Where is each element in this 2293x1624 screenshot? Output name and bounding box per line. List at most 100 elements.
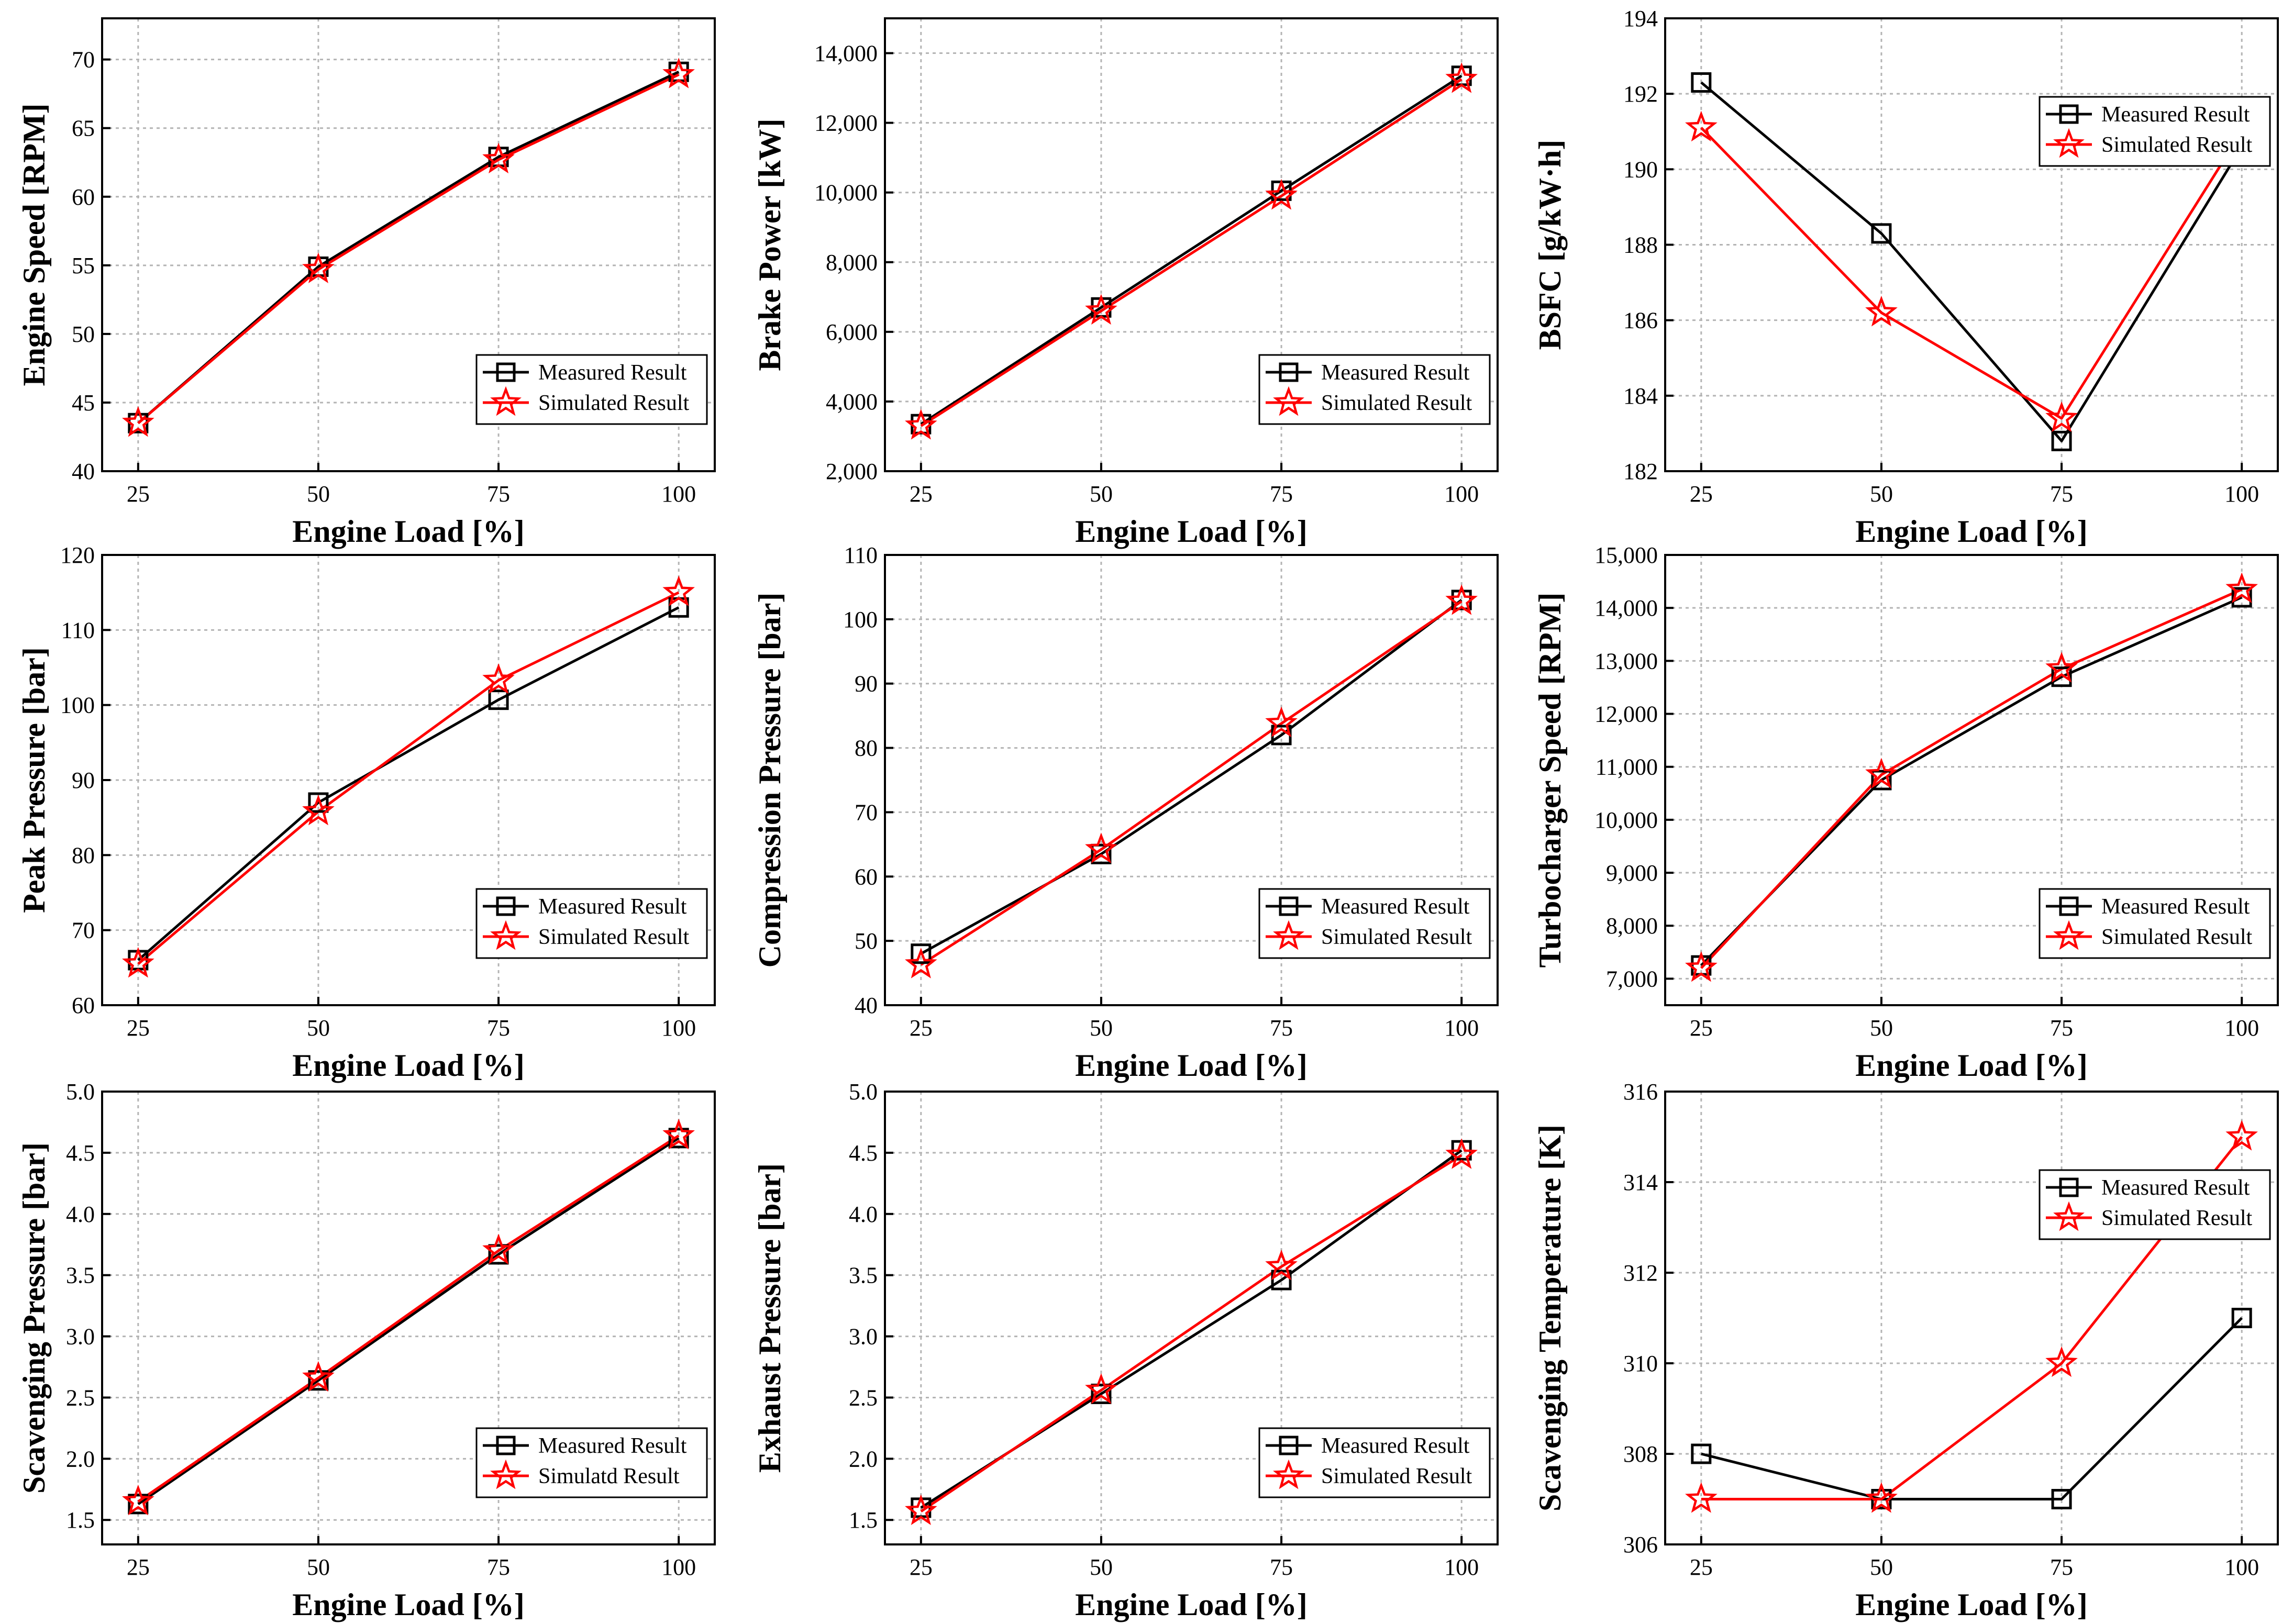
measured-data-point bbox=[128, 1494, 149, 1515]
legend-label: Simulated Result bbox=[2101, 1206, 2252, 1230]
x-tick-label: 50 bbox=[1870, 1554, 1893, 1580]
x-tick-label: 75 bbox=[487, 481, 510, 507]
x-axis-label: Engine Load [%] bbox=[292, 1048, 524, 1083]
x-tick-label: 75 bbox=[2050, 1554, 2073, 1580]
legend-star-marker bbox=[1273, 386, 1304, 416]
y-tick-label: 110 bbox=[61, 617, 95, 643]
y-tick-label: 10,000 bbox=[1594, 807, 1658, 833]
x-tick-label: 25 bbox=[910, 481, 933, 507]
measured-data-point bbox=[1871, 223, 1892, 244]
simulated-data-point bbox=[1085, 1373, 1117, 1404]
legend-star-marker bbox=[490, 920, 522, 950]
legend-label: Measured Result bbox=[538, 1434, 687, 1458]
y-tick-label: 5.0 bbox=[66, 1079, 95, 1105]
y-tick-label: 188 bbox=[1623, 232, 1658, 258]
simulated-series-line bbox=[1700, 588, 2243, 969]
legend: Measured Result Simulated Result bbox=[1258, 354, 1491, 425]
y-tick-label: 110 bbox=[844, 542, 878, 568]
y-tick-label: 70 bbox=[72, 47, 95, 73]
x-tick-label: 100 bbox=[1444, 1554, 1479, 1580]
x-tick-label: 75 bbox=[487, 1554, 510, 1580]
simulated-data-point bbox=[1445, 62, 1478, 93]
simulated-data-point bbox=[482, 142, 515, 174]
legend: Measured Result Simulated Result bbox=[1258, 888, 1491, 959]
simulated-series-line bbox=[137, 73, 680, 425]
y-tick-label: 2.0 bbox=[66, 1446, 95, 1472]
simulated-data-point bbox=[1085, 832, 1117, 863]
measured-series-line bbox=[137, 606, 680, 961]
y-tick-label: 194 bbox=[1623, 6, 1658, 31]
y-tick-label: 5.0 bbox=[849, 1079, 878, 1105]
x-tick-label: 25 bbox=[127, 1015, 150, 1041]
y-tick-label: 90 bbox=[72, 767, 95, 793]
y-tick-label: 312 bbox=[1623, 1260, 1658, 1286]
simulated-data-point bbox=[2225, 1120, 2258, 1151]
y-tick-label: 310 bbox=[1623, 1351, 1658, 1376]
legend-square-marker bbox=[1279, 1436, 1299, 1455]
y-tick-label: 100 bbox=[843, 607, 878, 632]
simulated-data-point bbox=[302, 794, 335, 826]
x-tick-label: 100 bbox=[2224, 481, 2259, 507]
x-tick-label: 25 bbox=[910, 1554, 933, 1580]
simulated-data-point bbox=[662, 575, 695, 606]
y-tick-label: 9,000 bbox=[1606, 860, 1658, 886]
measured-data-point bbox=[488, 1244, 509, 1265]
legend-label: Measured Result bbox=[1321, 895, 1470, 919]
legend-label: Measured Result bbox=[2101, 895, 2250, 919]
x-tick-label: 100 bbox=[2224, 1015, 2259, 1041]
legend-label: Simulated Result bbox=[1321, 1464, 1472, 1488]
measured-data-point bbox=[668, 1128, 689, 1149]
measured-data-point bbox=[1691, 72, 1712, 93]
legend-square-marker bbox=[1279, 896, 1299, 916]
x-tick-label: 25 bbox=[127, 481, 150, 507]
measured-data-point bbox=[2051, 1489, 2072, 1509]
y-tick-label: 13,000 bbox=[1594, 648, 1658, 674]
x-tick-label: 50 bbox=[307, 1015, 330, 1041]
simulated-data-point bbox=[1085, 294, 1117, 325]
simulated-data-point bbox=[482, 663, 515, 694]
measured-series-line bbox=[920, 598, 1463, 955]
y-tick-label: 55 bbox=[72, 253, 95, 279]
measured-series-line bbox=[1701, 1317, 2243, 1500]
x-tick-label: 75 bbox=[1270, 481, 1293, 507]
simulated-data-point bbox=[122, 406, 154, 437]
plot-frame bbox=[101, 17, 716, 472]
simulated-series-line bbox=[1700, 127, 2243, 420]
simulated-data-point bbox=[122, 947, 154, 978]
x-tick-label: 25 bbox=[1690, 481, 1713, 507]
x-tick-label: 75 bbox=[2050, 481, 2073, 507]
y-tick-label: 100 bbox=[60, 693, 95, 718]
simulated-data-point bbox=[2045, 1346, 2078, 1377]
x-axis-label: Engine Load [%] bbox=[1075, 514, 1307, 549]
measured-series-line bbox=[920, 74, 1463, 426]
legend-label: Simulated Result bbox=[1321, 925, 1472, 949]
y-tick-label: 70 bbox=[855, 799, 878, 825]
y-tick-label: 3.5 bbox=[66, 1263, 95, 1288]
measured-series-line bbox=[1700, 81, 2243, 442]
legend-label: Simulated Result bbox=[1321, 391, 1472, 415]
y-tick-label: 7,000 bbox=[1606, 966, 1658, 992]
legend: Measured Result Simulatd Result bbox=[475, 1427, 708, 1498]
chart-panel-7: 25 50 75 100 1.5 2.0 2.5 3.0 3.5 4.0 4.5 5.0 Engine … bbox=[17, 1079, 716, 1622]
simulated-series-line bbox=[920, 1154, 1463, 1512]
y-tick-label: 316 bbox=[1623, 1079, 1658, 1105]
y-tick-label: 15,000 bbox=[1594, 542, 1658, 568]
legend-label: Measured Result bbox=[538, 895, 687, 919]
simulated-data-point bbox=[2045, 652, 2078, 683]
plot-frame bbox=[884, 17, 1499, 472]
simulated-data-point bbox=[302, 1361, 335, 1392]
y-tick-label: 2.5 bbox=[849, 1385, 878, 1410]
y-tick-label: 45 bbox=[72, 390, 95, 416]
simulated-data-point bbox=[1865, 758, 1898, 789]
legend: Measured Result Simulated Result bbox=[2039, 1169, 2271, 1240]
chart-panel-4: 25 50 75 100 60 70 80 90 100 110 120 Engine Load [%… bbox=[17, 542, 716, 1083]
legend-label: Measured Result bbox=[2101, 1176, 2250, 1200]
simulated-data-point bbox=[1445, 584, 1478, 615]
legend-label: Simulated Result bbox=[538, 925, 689, 949]
y-tick-label: 184 bbox=[1623, 383, 1658, 409]
x-tick-label: 50 bbox=[307, 1554, 330, 1580]
y-tick-label: 40 bbox=[72, 459, 95, 484]
measured-data-point bbox=[308, 792, 329, 813]
y-tick-label: 2.0 bbox=[849, 1446, 878, 1472]
